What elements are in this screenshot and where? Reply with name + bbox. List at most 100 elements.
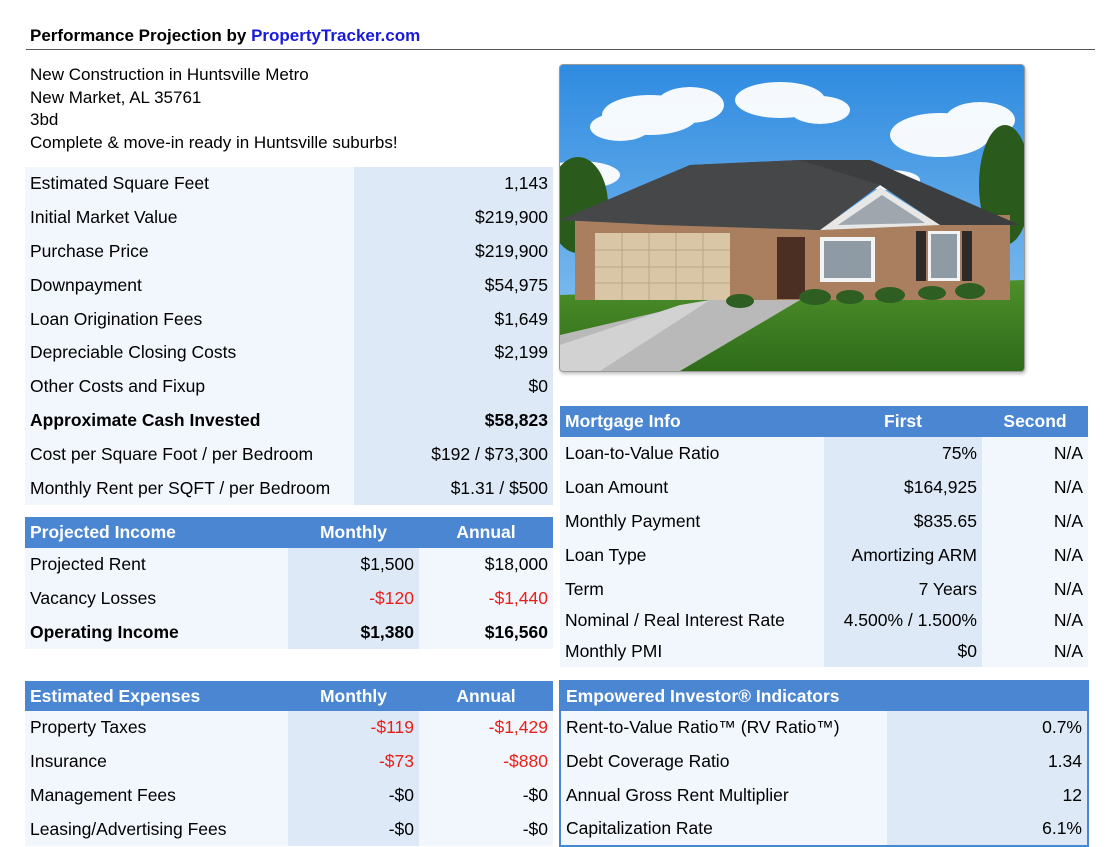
row-label: Debt Coverage Ratio [560,744,888,779]
row-first: $0 [824,635,982,667]
address-line-city: New Market, AL 35761 [30,87,202,107]
table-row: Loan-to-Value Ratio 75% N/A [560,437,1088,471]
col-annual: Annual [419,681,553,711]
table-row: Estimated Square Feet 1,143 [25,167,553,201]
table-row: Debt Coverage Ratio 1.34 [560,744,1088,779]
row-second: N/A [982,572,1088,606]
row-second: N/A [982,635,1088,667]
table-row: Monthly Rent per SQFT / per Bedroom $1.31… [25,471,553,505]
table-row: Monthly Payment $835.65 N/A [560,504,1088,539]
income-table: Projected Income Monthly Annual Projecte… [25,517,553,650]
row-annual: -$880 [419,744,553,779]
table-header: Mortgage Info First Second [560,406,1088,437]
table-header: Projected Income Monthly Annual [25,517,553,548]
table-row: Projected Rent $1,500 $18,000 [25,548,553,582]
row-annual: $18,000 [419,548,553,582]
income-title: Projected Income [25,517,288,548]
row-label: Monthly Rent per SQFT / per Bedroom [25,471,354,505]
property-address: New Construction in Huntsville Metro New… [30,64,398,154]
row-label: Leasing/Advertising Fees [25,812,288,847]
row-value: 1.34 [887,744,1088,779]
table-row: Operating Income $1,380 $16,560 [25,615,553,650]
table-row: Nominal / Real Interest Rate 4.500% / 1.5… [560,605,1088,636]
row-value: 6.1% [887,812,1088,847]
indicators-title: Empowered Investor® Indicators [560,681,1088,711]
table-row: Loan Amount $164,925 N/A [560,470,1088,505]
row-first: $835.65 [824,504,982,539]
row-value: $58,823 [354,403,553,438]
row-label: Monthly PMI [560,635,824,667]
table-row: Loan Origination Fees $1,649 [25,302,553,336]
row-value: $54,975 [354,268,553,303]
row-second: N/A [982,437,1088,471]
row-monthly: $1,500 [288,548,419,582]
row-value: 1,143 [354,167,553,201]
table-row: Cost per Square Foot / per Bedroom $192 /… [25,437,553,472]
row-label: Term [560,572,824,606]
table-row: Monthly PMI $0 N/A [560,635,1088,667]
row-label: Monthly Payment [560,504,824,539]
col-first: First [824,406,982,437]
col-second: Second [982,406,1088,437]
row-value: $219,900 [354,200,553,235]
row-monthly: -$73 [288,744,419,779]
row-value: $192 / $73,300 [354,437,553,472]
table-row: Downpayment $54,975 [25,268,553,303]
site-link[interactable]: PropertyTracker.com [251,26,421,45]
row-value: $1.31 / $500 [354,471,553,505]
row-label: Loan Amount [560,470,824,505]
row-label: Operating Income [25,615,288,650]
report-title: Performance Projection by PropertyTracke… [30,26,1090,50]
table-row: Other Costs and Fixup $0 [25,369,553,404]
row-label: Capitalization Rate [560,812,888,847]
expenses-title: Estimated Expenses [25,681,288,711]
row-monthly: -$119 [288,711,419,745]
row-first: 4.500% / 1.500% [824,605,982,636]
col-monthly: Monthly [288,517,419,548]
row-label: Vacancy Losses [25,581,288,616]
row-annual: -$1,440 [419,581,553,616]
row-monthly: $1,380 [288,615,419,650]
row-second: N/A [982,470,1088,505]
row-label: Nominal / Real Interest Rate [560,605,824,636]
row-label: Loan Type [560,538,824,573]
row-first: 75% [824,437,982,471]
row-value: $0 [354,369,553,404]
row-label: Estimated Square Feet [25,167,354,201]
table-row: Rent-to-Value Ratio™ (RV Ratio™) 0.7% [560,711,1088,745]
table-row: Leasing/Advertising Fees -$0 -$0 [25,812,553,847]
table-row: Capitalization Rate 6.1% [560,812,1088,847]
row-label: Rent-to-Value Ratio™ (RV Ratio™) [560,711,888,745]
row-annual: -$1,429 [419,711,553,745]
row-label: Loan Origination Fees [25,302,354,336]
property-photo [559,64,1025,372]
col-monthly: Monthly [288,681,419,711]
row-label: Cost per Square Foot / per Bedroom [25,437,354,472]
table-row: Initial Market Value $219,900 [25,200,553,235]
row-label: Property Taxes [25,711,288,745]
row-value: $2,199 [354,335,553,370]
table-row: Approximate Cash Invested $58,823 [25,403,553,438]
row-label: Projected Rent [25,548,288,582]
table-row: Annual Gross Rent Multiplier 12 [560,778,1088,813]
row-label: Insurance [25,744,288,779]
expenses-table: Estimated Expenses Monthly Annual Proper… [25,681,553,847]
mortgage-table: Mortgage Info First Second Loan-to-Value… [560,406,1088,667]
row-annual: -$0 [419,778,553,813]
row-second: N/A [982,504,1088,539]
table-row: Term 7 Years N/A [560,572,1088,606]
address-line-bedrooms: 3bd [30,110,59,129]
row-second: N/A [982,538,1088,573]
mortgage-title: Mortgage Info [560,406,824,437]
row-label: Depreciable Closing Costs [25,335,354,370]
row-label: Purchase Price [25,234,354,269]
row-label: Downpayment [25,268,354,303]
table-row: Property Taxes -$119 -$1,429 [25,711,553,745]
row-label: Annual Gross Rent Multiplier [560,778,888,813]
row-label: Loan-to-Value Ratio [560,437,824,471]
row-value: $1,649 [354,302,553,336]
table-row: Insurance -$73 -$880 [25,744,553,779]
row-annual: $16,560 [419,615,553,650]
table-row: Loan Type Amortizing ARM N/A [560,538,1088,573]
row-monthly: -$0 [288,778,419,813]
